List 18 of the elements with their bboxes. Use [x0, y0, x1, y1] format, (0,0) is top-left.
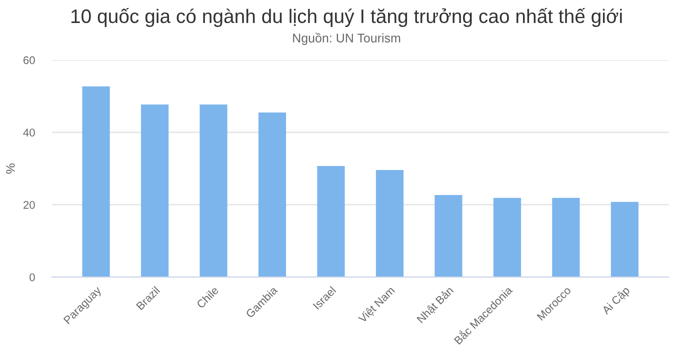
- bar: [317, 166, 345, 278]
- bar: [552, 198, 580, 278]
- y-tick-label: 40: [23, 128, 35, 137]
- y-tick-label: 20: [24, 201, 35, 209]
- y-tick-label: 0: [30, 273, 35, 282]
- bar: [200, 104, 228, 278]
- x-tick-label: Ai Cập: [601, 286, 632, 316]
- bar: [610, 202, 638, 278]
- chart-subtitle: Nguồn: UN Tourism: [293, 32, 400, 45]
- bar: [493, 198, 522, 278]
- bar: [140, 104, 169, 278]
- bar: [258, 112, 286, 278]
- bar: [434, 194, 462, 278]
- chart-title: 10 quốc gia có ngành du lịch quý I tăng trưởng cao nhất thế giới: [71, 8, 622, 27]
- y-axis-title: %: [6, 163, 15, 174]
- bar: [376, 170, 404, 278]
- y-tick-label: 60: [24, 56, 35, 64]
- bar: [82, 86, 110, 278]
